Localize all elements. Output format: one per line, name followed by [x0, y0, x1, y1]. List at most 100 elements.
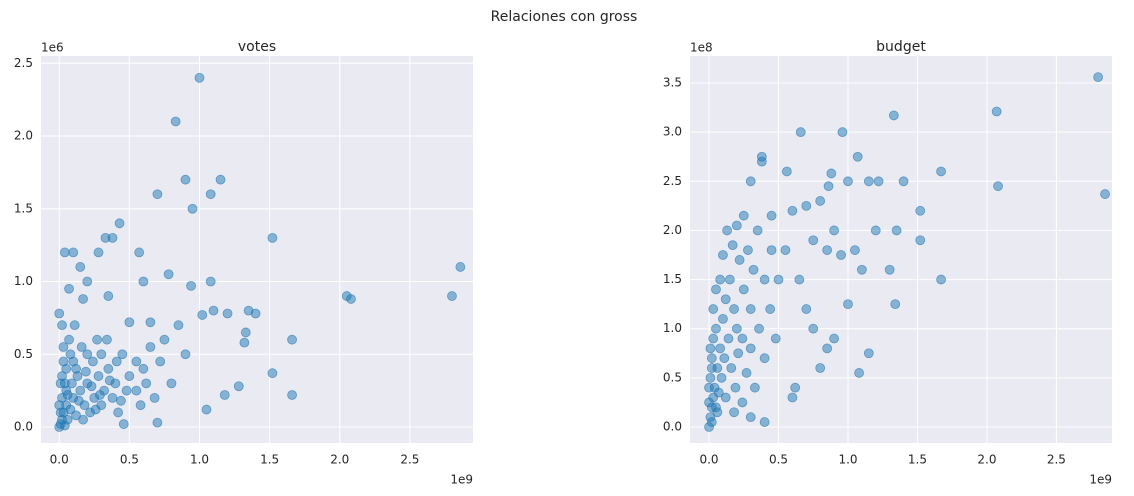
point: [795, 127, 806, 138]
point: [78, 294, 88, 304]
point: [95, 390, 105, 400]
point: [92, 334, 103, 345]
point: [801, 304, 812, 314]
point: [121, 385, 132, 396]
point: [166, 378, 177, 389]
point: [111, 356, 122, 367]
y-tick-label: 2.0: [663, 223, 682, 237]
y-tick-label: 1.5: [663, 272, 682, 286]
point: [104, 375, 115, 386]
point: [145, 317, 156, 328]
point: [705, 343, 716, 354]
x-tick-label: 2.5: [400, 453, 419, 467]
point: [770, 333, 781, 344]
point: [708, 304, 719, 314]
point: [159, 334, 170, 345]
point: [733, 348, 744, 359]
y-tick-label: 0.5: [14, 347, 33, 361]
point: [756, 156, 767, 167]
point: [55, 378, 66, 389]
point: [843, 299, 853, 310]
y-tick-label: 3.0: [663, 125, 682, 139]
point: [863, 176, 874, 187]
point: [726, 363, 737, 373]
point: [752, 225, 763, 236]
point: [240, 327, 251, 338]
point: [103, 291, 114, 301]
point: [102, 334, 112, 345]
point: [870, 225, 881, 236]
point: [90, 404, 101, 415]
point: [287, 334, 297, 345]
point: [219, 390, 230, 400]
point: [741, 368, 752, 378]
point: [731, 220, 742, 231]
point: [843, 176, 853, 187]
point: [737, 333, 748, 344]
point: [850, 245, 860, 255]
point: [826, 168, 837, 179]
x-offset-label: 1e9: [1089, 473, 1112, 487]
point: [718, 313, 728, 324]
point: [704, 397, 714, 408]
x-tick-label: 1.0: [838, 453, 857, 467]
point: [149, 392, 160, 403]
point: [748, 264, 759, 275]
point: [706, 363, 717, 373]
point: [737, 397, 748, 408]
point: [116, 395, 126, 406]
point: [822, 343, 833, 354]
point: [915, 205, 926, 216]
point: [759, 274, 770, 285]
point: [724, 274, 735, 285]
point: [706, 353, 717, 364]
point: [891, 225, 902, 236]
y-tick-label: 1.0: [663, 321, 682, 335]
point: [131, 356, 142, 367]
figure-title: Relaciones con gross: [491, 9, 638, 25]
point: [455, 262, 466, 272]
point: [59, 247, 70, 258]
point: [711, 284, 721, 295]
point: [890, 299, 901, 310]
x-tick-label: 1.0: [190, 453, 209, 467]
point: [766, 210, 777, 221]
point: [134, 247, 145, 258]
point: [856, 264, 867, 275]
point: [155, 356, 166, 367]
plot-area: [41, 56, 473, 443]
point: [993, 181, 1003, 192]
point: [705, 372, 716, 383]
point: [215, 174, 226, 185]
point: [823, 181, 834, 192]
y-tick-label: 3.5: [663, 76, 682, 90]
point: [773, 274, 784, 285]
point: [71, 410, 81, 421]
y-tick-label: 1.5: [14, 201, 33, 215]
point: [103, 363, 114, 374]
point: [75, 385, 86, 396]
point: [884, 264, 895, 275]
point: [712, 407, 723, 418]
point: [837, 127, 848, 138]
point: [731, 323, 742, 334]
point: [73, 395, 84, 406]
point: [713, 387, 724, 398]
y-tick-label: 1.0: [14, 274, 33, 288]
point: [715, 274, 726, 285]
point: [82, 276, 93, 287]
axes-title: budget: [876, 39, 926, 55]
x-tick-label: 2.0: [977, 453, 996, 467]
y-tick-label: 2.5: [14, 56, 33, 70]
point: [57, 320, 67, 331]
point: [54, 400, 65, 411]
point: [706, 417, 717, 427]
x-tick-label: 2.0: [330, 453, 349, 467]
point: [75, 262, 86, 272]
point: [124, 317, 135, 328]
point: [197, 310, 208, 320]
point: [82, 349, 93, 360]
point: [163, 269, 174, 280]
point: [815, 363, 826, 373]
point: [852, 151, 863, 162]
